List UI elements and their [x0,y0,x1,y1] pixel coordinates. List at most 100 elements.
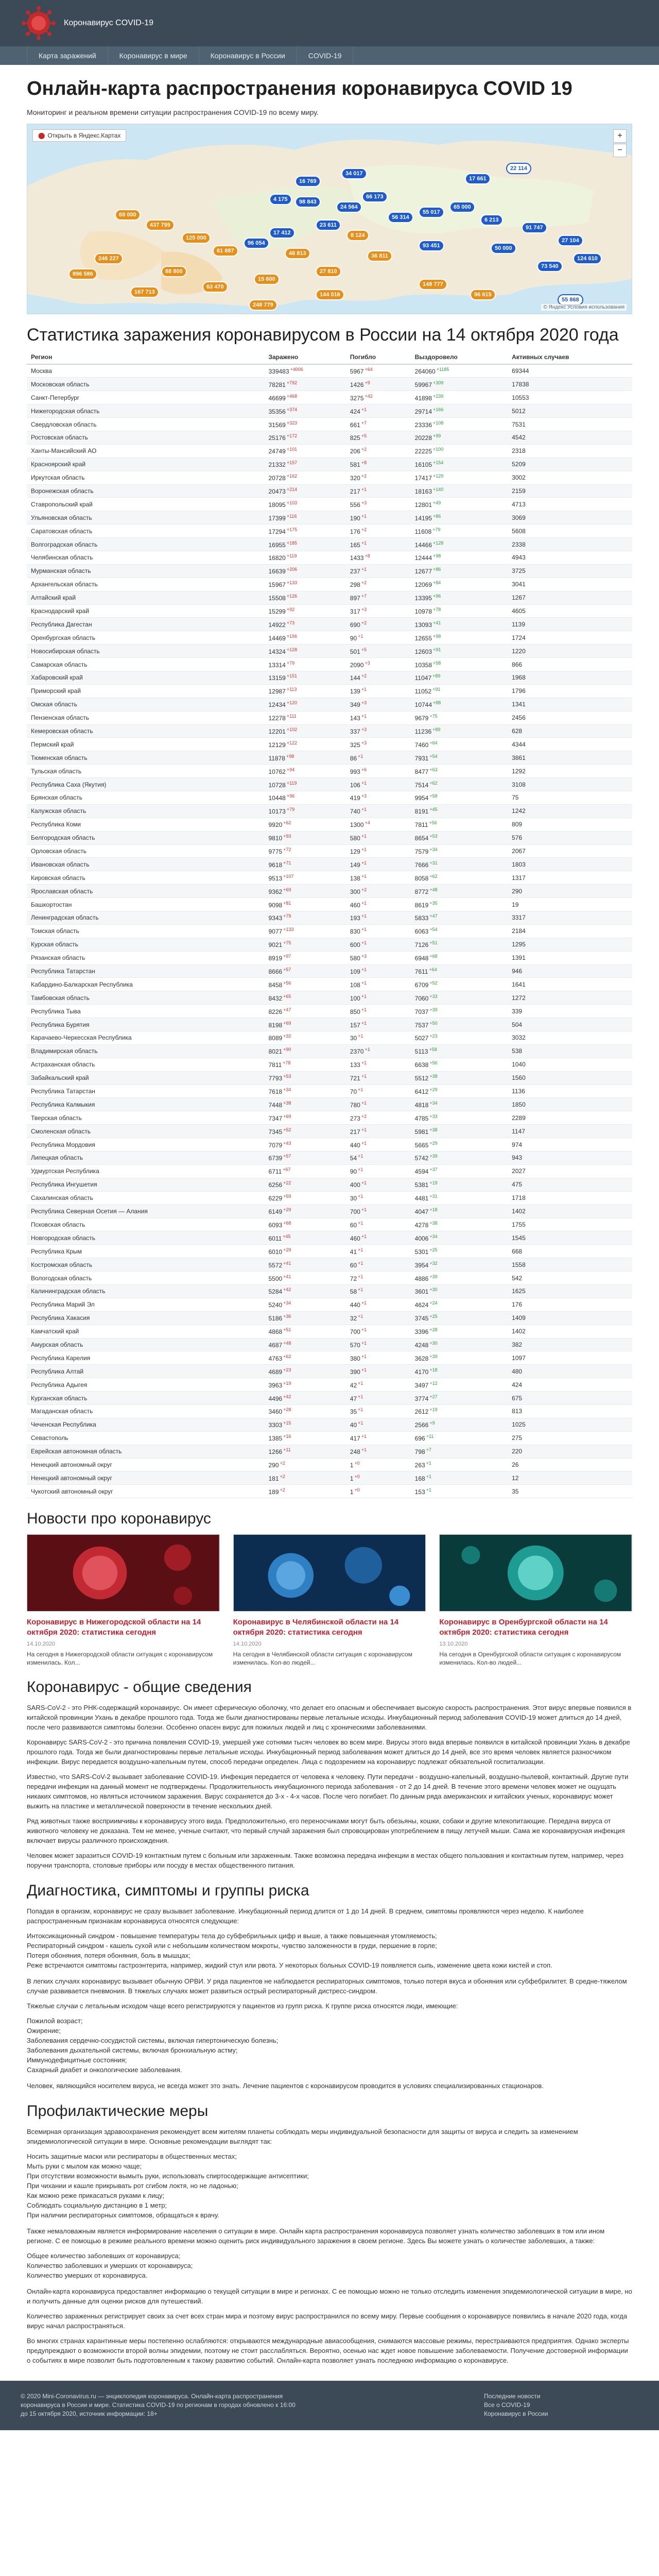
region-name[interactable]: Тюменская область [27,751,265,765]
map-cluster-marker[interactable]: 144 016 [316,289,344,300]
zoom-in-button[interactable]: + [613,129,627,143]
region-name[interactable]: Республика Татарстан [27,1084,265,1098]
region-name[interactable]: Оренбургская область [27,631,265,645]
region-name[interactable]: Саратовская область [27,524,265,538]
map-cluster-marker[interactable]: 437 799 [146,219,175,231]
region-name[interactable]: Воронежская область [27,484,265,498]
nav-item-world[interactable]: Коронавирус в мире [108,46,199,65]
news-card[interactable]: Коронавирус в Оренбургской области на 14… [439,1534,632,1667]
region-name[interactable]: Амурская область [27,1338,265,1352]
region-name[interactable]: Магаданская область [27,1404,265,1418]
region-name[interactable]: Калужская область [27,804,265,818]
region-name[interactable]: Удмуртская Республика [27,1164,265,1178]
region-name[interactable]: Самарская область [27,657,265,671]
region-name[interactable]: Кемеровская область [27,724,265,738]
region-name[interactable]: Ульяновская область [27,511,265,525]
region-name[interactable]: Камчатский край [27,1325,265,1338]
region-name[interactable]: Рязанская область [27,951,265,965]
map-cluster-marker[interactable]: 96 615 [470,289,496,300]
region-name[interactable]: Республика Ингушетия [27,1178,265,1192]
map-cluster-marker[interactable]: 896 586 [68,268,97,280]
map-cluster-marker[interactable]: 22 114 [506,163,532,174]
region-name[interactable]: Республика Мордовия [27,1138,265,1152]
news-title[interactable]: Коронавирус в Оренбургской области на 14… [439,1618,608,1637]
region-name[interactable]: Ненецкий автономный округ [27,1458,265,1472]
map-cluster-marker[interactable]: 66 173 [362,191,388,202]
region-name[interactable]: Приморский край [27,684,265,698]
map-cluster-marker[interactable]: 61 887 [213,245,238,257]
map-cluster-marker[interactable]: 48 813 [285,248,310,259]
region-name[interactable]: Санкт-Петербург [27,391,265,405]
region-name[interactable]: Тамбовская область [27,991,265,1005]
map-cluster-marker[interactable]: 17 661 [465,173,491,184]
map-cluster-marker[interactable]: 91 747 [522,222,547,233]
region-name[interactable]: Ростовская область [27,431,265,445]
region-name[interactable]: Республика Адыгея [27,1378,265,1392]
map-cluster-marker[interactable]: 27 104 [558,235,583,246]
col-region[interactable]: Регион [27,350,265,365]
col-infected[interactable]: Заражено [264,350,346,365]
map-cluster-marker[interactable]: 73 540 [537,261,563,272]
map-cluster-marker[interactable]: 88 800 [161,266,187,277]
region-name[interactable]: Пензенская область [27,711,265,725]
region-name[interactable]: Псковская область [27,1218,265,1232]
map-cluster-marker[interactable]: 4 175 [269,194,292,205]
nav-item-covid[interactable]: COVID-19 [297,46,354,65]
region-name[interactable]: Республика Хакасия [27,1311,265,1325]
region-name[interactable]: Новгородская область [27,1231,265,1245]
map-cluster-marker[interactable]: 98 843 [295,196,321,208]
region-name[interactable]: Курская область [27,938,265,952]
map-cluster-marker[interactable]: 8 124 [346,230,369,241]
region-name[interactable]: Краснодарский край [27,604,265,618]
region-name[interactable]: Белгородская область [27,831,265,845]
region-name[interactable]: Костромская область [27,1258,265,1272]
col-deaths[interactable]: Погибло [345,350,411,365]
covid-map[interactable]: ⬤ Открыть в Яндекс.Картах + − 16 769 34 0… [27,124,632,314]
map-cluster-marker[interactable]: 65 000 [449,201,475,213]
region-name[interactable]: Кабардино-Балкарская Республика [27,977,265,992]
footer-link-news[interactable]: Последние новости [484,2393,541,2400]
region-name[interactable]: Вологодская область [27,1271,265,1285]
map-cluster-marker[interactable]: 93 451 [419,240,444,251]
map-cluster-marker[interactable]: 125 000 [182,232,211,244]
region-name[interactable]: Ханты-Мансийский АО [27,444,265,458]
region-name[interactable]: Томская область [27,924,265,938]
region-name[interactable]: Липецкая область [27,1151,265,1165]
site-logo-link[interactable]: Коронавирус COVID-19 [21,5,153,41]
region-name[interactable]: Волгоградская область [27,537,265,551]
region-name[interactable]: Владимирская область [27,1044,265,1058]
map-cluster-marker[interactable]: 17 412 [269,227,295,239]
region-name[interactable]: Ставропольский край [27,497,265,512]
map-cluster-marker[interactable]: 55 017 [419,207,444,218]
map-cluster-marker[interactable]: 34 017 [341,168,367,179]
region-name[interactable]: Севастополь [27,1431,265,1445]
news-title[interactable]: Коронавирус в Челябинской области на 14 … [233,1618,399,1637]
region-name[interactable]: Республика Саха (Якутия) [27,777,265,791]
region-name[interactable]: Хабаровский край [27,671,265,685]
col-recovered[interactable]: Выздоровело [410,350,508,365]
map-cluster-marker[interactable]: 27 810 [316,266,341,277]
region-name[interactable]: Сахалинская область [27,1191,265,1205]
region-name[interactable]: Новосибирская область [27,644,265,658]
region-name[interactable]: Республика Марий Эл [27,1298,265,1312]
region-name[interactable]: Республика Коми [27,818,265,832]
map-cluster-marker[interactable]: 23 611 [316,219,341,231]
map-cluster-marker[interactable]: 69 000 [115,209,141,221]
region-name[interactable]: Еврейская автономная область [27,1445,265,1459]
nav-item-russia[interactable]: Коронавирус в России [199,46,297,65]
map-cluster-marker[interactable]: 36 811 [367,250,393,262]
region-name[interactable]: Республика Алтай [27,1364,265,1379]
map-cluster-marker[interactable]: 24 564 [336,201,362,213]
region-name[interactable]: Республика Крым [27,1244,265,1259]
region-name[interactable]: Чукотский автономный округ [27,1484,265,1499]
region-name[interactable]: Москва [27,364,265,378]
col-active[interactable]: Активных случаев [508,350,632,365]
region-name[interactable]: Свердловская область [27,417,265,431]
region-name[interactable]: Чеченская Республика [27,1418,265,1432]
region-name[interactable]: Красноярский край [27,457,265,471]
nav-item-map[interactable]: Карта заражений [27,46,108,65]
region-name[interactable]: Орловская область [27,844,265,858]
region-name[interactable]: Курганская область [27,1391,265,1405]
region-name[interactable]: Республика Калмыкия [27,1097,265,1112]
region-name[interactable]: Астраханская область [27,1058,265,1072]
